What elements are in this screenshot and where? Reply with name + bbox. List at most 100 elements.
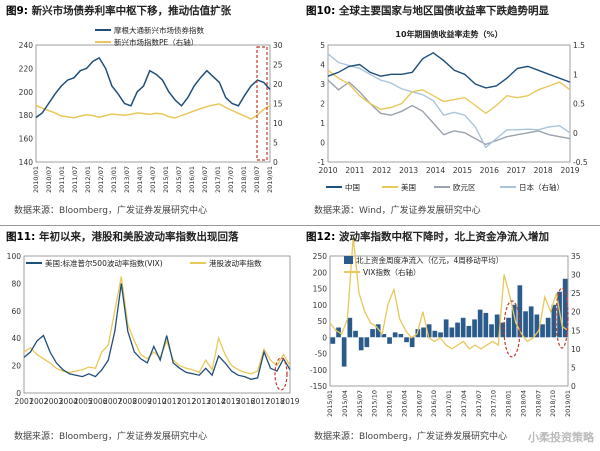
y-tick-label: 250 bbox=[313, 252, 328, 261]
panel-title: 图10: 全球主要国家与地区国债收益率下跌趋势明显 bbox=[306, 5, 549, 17]
panel-fig9: 140 160 180 200 220 240 0 5 10 15 20 25 30 2010/01 201… bbox=[0, 0, 300, 225]
x-tick-label: 2008 bbox=[118, 397, 137, 406]
x-tick-label: 2010 bbox=[147, 397, 166, 406]
x-tick-label: 2012/01 bbox=[84, 166, 92, 193]
bar-northbound bbox=[545, 317, 551, 338]
bar-northbound bbox=[449, 327, 455, 338]
series-line-china bbox=[327, 51, 571, 89]
bar-northbound bbox=[511, 304, 517, 338]
y-tick-label: -50 bbox=[315, 350, 327, 359]
x-tick-label: 2012 bbox=[177, 397, 196, 406]
x-tick-label: 2017 bbox=[507, 166, 526, 175]
y-tick-label: 80 bbox=[11, 279, 21, 288]
legend-label: VIX指数（右轴） bbox=[363, 267, 420, 277]
bar-northbound bbox=[523, 311, 528, 338]
x-tick-label: 2019 bbox=[280, 397, 299, 406]
y-tick-label: 200 bbox=[19, 88, 34, 97]
y-tick-label: 140 bbox=[19, 158, 34, 167]
x-tick-label: 2016/01 bbox=[386, 390, 394, 417]
x-tick-label: 2017/01 bbox=[214, 166, 222, 193]
series-line-vix bbox=[23, 283, 291, 380]
x-tick-label: 2019/01 bbox=[564, 390, 572, 417]
y2-tick-label: 15 bbox=[571, 326, 581, 335]
x-tick-label: 2016/01 bbox=[188, 166, 196, 193]
x-tick-label: 2017/10 bbox=[490, 390, 498, 417]
y-tick-label: 20 bbox=[11, 362, 21, 371]
watermark: 小柔投资策略 bbox=[528, 431, 594, 444]
x-tick-label: 2011/07 bbox=[71, 166, 79, 193]
bar-northbound bbox=[426, 324, 432, 338]
highlight-ellipse bbox=[503, 300, 521, 358]
panel-fig11: 0 20 40 60 80 100 2001 2002 2003 2004 2005 2006 2007… bbox=[0, 226, 300, 451]
bar-northbound bbox=[443, 319, 449, 338]
bar-northbound bbox=[466, 325, 472, 338]
x-tick-label: 2010/01 bbox=[32, 166, 40, 193]
bar-northbound bbox=[483, 312, 489, 338]
bar-northbound bbox=[364, 337, 370, 348]
y-tick-label: -1 bbox=[318, 158, 326, 167]
chart-fig12: -150 -100 -50 0 50 100 150 200 250 0 5 10 15 20 25 30 35… bbox=[310, 237, 581, 417]
bar-northbound bbox=[358, 337, 364, 351]
source-note: 数据来源：Wind，广发证券发展研究中心 bbox=[314, 206, 481, 216]
x-tick-label: 2011 bbox=[345, 166, 364, 175]
series-line-eurozone bbox=[327, 79, 571, 146]
bar-northbound bbox=[455, 322, 460, 338]
x-tick-label: 2014/01 bbox=[136, 166, 144, 193]
bar-northbound bbox=[460, 317, 466, 338]
x-tick-label: 2015/10 bbox=[371, 390, 379, 417]
y-tick-label: 3 bbox=[320, 80, 325, 89]
bar-northbound bbox=[347, 317, 353, 338]
y-tick-label: 0 bbox=[322, 333, 327, 342]
legend-label: 日本（右轴） bbox=[519, 182, 564, 192]
x-tick-label: 2004 bbox=[59, 397, 78, 406]
x-tick-label: 2016/07 bbox=[201, 166, 209, 193]
x-tick-label: 2015/07 bbox=[356, 390, 364, 417]
bar-northbound bbox=[330, 337, 336, 344]
plot-frame bbox=[23, 255, 291, 394]
y-tick-label: -100 bbox=[310, 366, 327, 375]
highlight-ellipse bbox=[274, 357, 288, 391]
bar-northbound bbox=[438, 332, 443, 338]
bar-northbound bbox=[421, 327, 426, 338]
y2-tick-label: 0.5 bbox=[573, 100, 585, 109]
y-tick-label: -150 bbox=[310, 382, 327, 391]
bar-northbound bbox=[534, 314, 540, 338]
highlight-box bbox=[256, 46, 268, 161]
y2-tick-label: 25 bbox=[571, 289, 581, 298]
x-tick-label: 2011 bbox=[162, 397, 181, 406]
y-tick-label: 100 bbox=[313, 301, 328, 310]
y-tick-label: 240 bbox=[19, 41, 34, 50]
bar-northbound bbox=[494, 314, 500, 338]
x-tick-label: 2016 bbox=[480, 166, 499, 175]
y2-tick-label: 15 bbox=[273, 100, 283, 109]
x-tick-label: 2017/07 bbox=[227, 166, 235, 193]
x-tick-label: 2018/01 bbox=[240, 166, 248, 193]
y2-tick-label: 5 bbox=[273, 139, 278, 148]
x-tick-label: 2018 bbox=[266, 397, 285, 406]
bar-northbound bbox=[353, 330, 358, 338]
chart-fig9: 140 160 180 200 220 240 0 5 10 15 20 25 30 2010/01 201… bbox=[19, 25, 283, 193]
x-tick-label: 2015/01 bbox=[326, 390, 334, 417]
bar-northbound bbox=[551, 304, 557, 338]
x-tick-label: 2010/07 bbox=[45, 166, 53, 193]
x-tick-label: 2018/04 bbox=[519, 390, 527, 417]
x-tick-label: 2014/07 bbox=[149, 166, 157, 193]
legend-label: 美国 bbox=[401, 182, 416, 192]
chart-title: 10年期国债收益率走势（%） bbox=[395, 29, 502, 39]
x-tick-label: 2001 bbox=[14, 397, 33, 406]
plot-frame bbox=[35, 44, 271, 163]
y2-tick-label: 35 bbox=[571, 252, 581, 261]
y2-tick-label: 20 bbox=[273, 80, 283, 89]
x-tick-label: 2015/01 bbox=[162, 166, 170, 193]
x-tick-label: 2003 bbox=[44, 397, 63, 406]
series-line-us bbox=[327, 69, 571, 115]
panel-title: 图11: 年初以来，港股和美股波动率指数出现回落 bbox=[6, 231, 239, 243]
bar-northbound bbox=[409, 337, 415, 348]
legend-label: 中国 bbox=[345, 182, 360, 192]
bar-northbound bbox=[540, 324, 545, 338]
bar-northbound bbox=[506, 317, 511, 338]
x-tick-label: 2017/04 bbox=[460, 390, 468, 417]
y-tick-label: 0 bbox=[16, 389, 21, 398]
x-tick-label: 2016/07 bbox=[415, 390, 423, 417]
bar-northbound bbox=[370, 329, 375, 338]
